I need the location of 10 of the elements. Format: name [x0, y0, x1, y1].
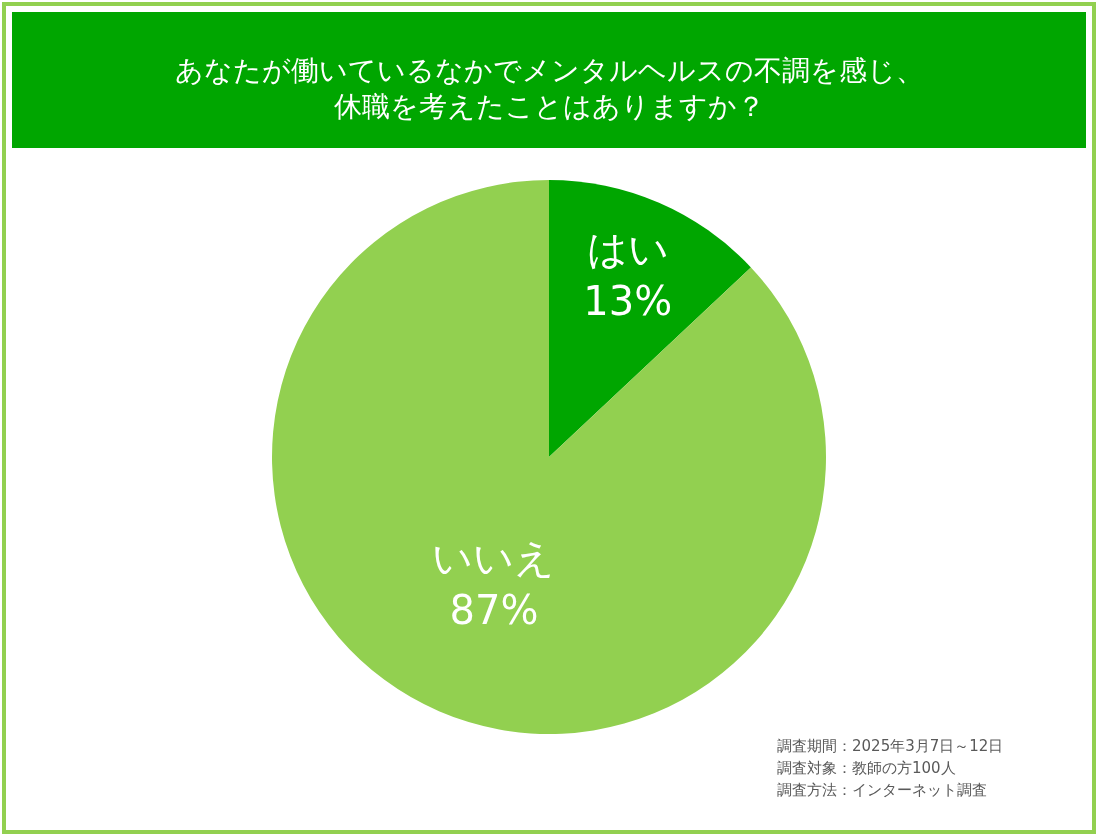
slice-label: はい	[586, 226, 669, 273]
pie-slice	[549, 180, 751, 457]
chart-title: あなたが働いているなかでメンタルヘルスの不調を感じ、休職を考えたことはありますか？	[174, 54, 924, 124]
slice-label: いいえ	[432, 535, 556, 582]
pie-slice	[272, 180, 826, 734]
text: 調査方法：インターネット調査	[777, 781, 987, 799]
data-label: 13%	[583, 278, 673, 325]
text: 調査対象：教師の方100人	[777, 759, 956, 777]
data-label: 87%	[449, 587, 539, 634]
text: 調査期間：2025年3月7日～12日	[777, 737, 1004, 755]
